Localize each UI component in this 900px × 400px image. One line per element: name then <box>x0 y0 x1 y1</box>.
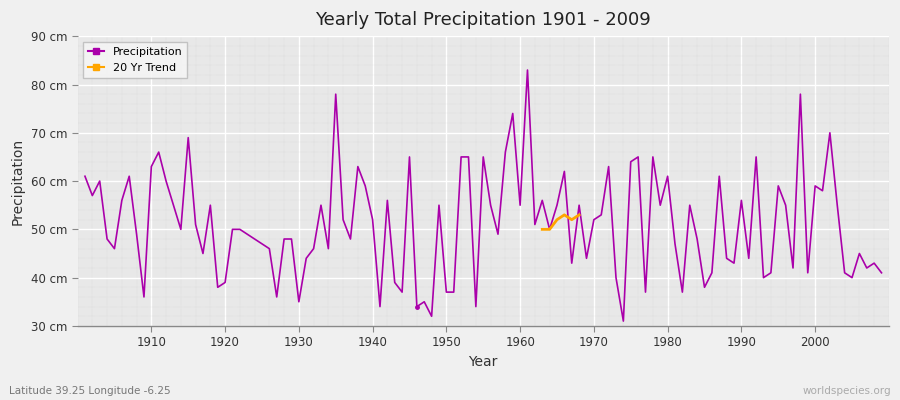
Y-axis label: Precipitation: Precipitation <box>11 138 25 225</box>
Text: Latitude 39.25 Longitude -6.25: Latitude 39.25 Longitude -6.25 <box>9 386 171 396</box>
Legend: Precipitation, 20 Yr Trend: Precipitation, 20 Yr Trend <box>83 42 187 78</box>
X-axis label: Year: Year <box>469 355 498 369</box>
Title: Yearly Total Precipitation 1901 - 2009: Yearly Total Precipitation 1901 - 2009 <box>315 11 651 29</box>
Text: worldspecies.org: worldspecies.org <box>803 386 891 396</box>
